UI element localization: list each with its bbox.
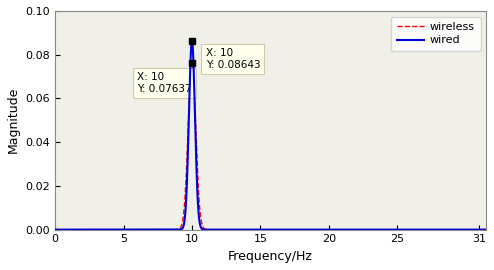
Y-axis label: Magnitude: Magnitude [7, 87, 20, 153]
wireless [483, 228, 489, 231]
wireless [336, 228, 342, 231]
wireless [372, 228, 378, 231]
wired [372, 228, 378, 231]
Text: X: 10
Y: 0.08643: X: 10 Y: 0.08643 [206, 48, 260, 70]
wired [307, 228, 313, 231]
wired [483, 228, 489, 231]
wireless [74, 228, 80, 231]
wireless [395, 228, 401, 231]
wireless [307, 228, 313, 231]
wired [74, 228, 80, 231]
wireless [189, 61, 195, 64]
Line: wired: wired [55, 40, 486, 230]
Text: X: 10
Y: 0.07637: X: 10 Y: 0.07637 [137, 72, 192, 94]
Legend: wireless, wired: wireless, wired [391, 16, 481, 51]
wired [189, 39, 195, 42]
wired [326, 228, 332, 231]
Line: wireless: wireless [55, 63, 486, 230]
X-axis label: Frequency/Hz: Frequency/Hz [228, 250, 313, 263]
wireless [326, 228, 332, 231]
wired [395, 228, 401, 231]
wireless [52, 228, 58, 231]
wired [52, 228, 58, 231]
wired [208, 228, 214, 231]
wireless [208, 228, 214, 231]
